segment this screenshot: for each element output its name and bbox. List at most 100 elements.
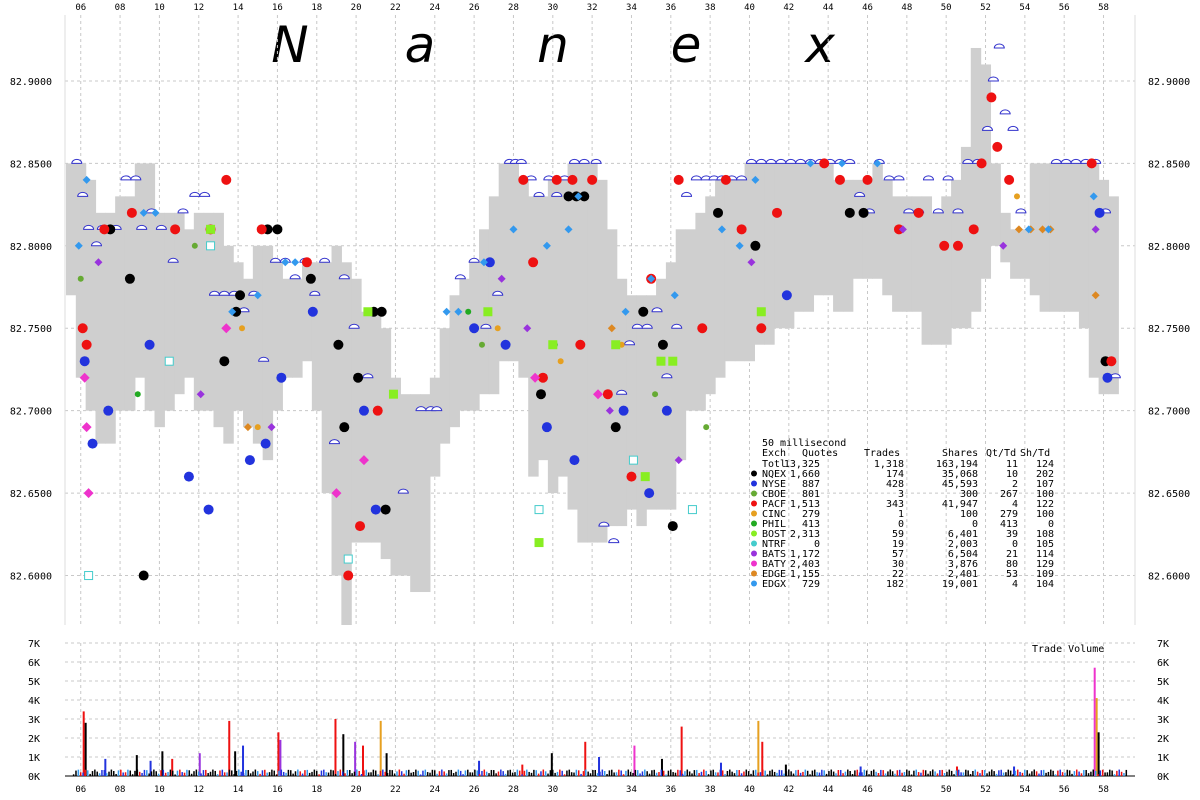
volume-bar (761, 741, 764, 776)
volume-bar (891, 771, 894, 776)
stats-quotes: 801 (802, 489, 820, 500)
volume-bar (82, 711, 85, 776)
trade-marker-bost (483, 307, 493, 317)
volume-bar (1083, 770, 1085, 776)
volume-bar (282, 771, 285, 776)
volume-bar (207, 773, 209, 776)
volume-bar (320, 770, 323, 776)
volume-bar (559, 769, 561, 776)
volume-bar (667, 770, 670, 776)
volume-bar (115, 773, 117, 776)
trade-marker-baty (221, 323, 232, 334)
volume-bar (294, 771, 297, 776)
volume-bar (998, 770, 1000, 776)
trade-marker-edgx (1024, 225, 1033, 234)
volume-bar (384, 771, 386, 776)
volume-bar (550, 753, 553, 776)
volume-bar (1085, 769, 1087, 776)
volume-bar (521, 774, 523, 776)
trade-marker-nqex (579, 191, 590, 202)
volume-bar (370, 772, 372, 776)
volume-bar (889, 769, 892, 776)
volume-bar (646, 771, 648, 776)
quote-marker (952, 208, 964, 214)
trade-marker-pacf (587, 174, 598, 185)
volume-bar (1012, 774, 1014, 776)
trade-marker-nqex (563, 191, 574, 202)
volume-bar (485, 771, 488, 776)
volume-bar (537, 773, 540, 776)
trade-marker-nqex (219, 356, 230, 367)
trade-marker-baty (81, 422, 92, 433)
range-bar (370, 311, 382, 543)
trade-marker-ntrf (628, 455, 638, 465)
volume-bar (124, 772, 127, 776)
volume-bar (365, 769, 368, 776)
volume-bar (856, 769, 858, 776)
stats-header: Exch (762, 448, 786, 459)
volume-bar (438, 771, 441, 776)
volume-bar (932, 769, 934, 776)
volume-bar (311, 771, 313, 776)
volume-bar (884, 773, 887, 776)
x-tick-label-bottom: 34 (626, 785, 637, 795)
trade-marker-baty (358, 455, 369, 466)
volume-bar (146, 770, 148, 776)
volume-bar (1009, 770, 1012, 776)
quote-marker (661, 373, 673, 379)
volume-bar (705, 770, 707, 776)
x-tick-label-bottom: 14 (233, 785, 244, 795)
volume-bar (979, 773, 981, 776)
stats-legend-swatch (751, 550, 757, 557)
volume-bar (424, 769, 427, 776)
volume-bar (247, 770, 250, 776)
stats-sh-td: 0 (1048, 519, 1054, 530)
volume-bar (894, 773, 896, 776)
range-bar (538, 196, 549, 461)
y-tick-label-right: 82.7000 (1148, 407, 1190, 418)
trade-marker-pacf (256, 224, 267, 235)
range-bar (498, 163, 510, 362)
volume-bar (784, 764, 787, 776)
volume-bar (939, 770, 941, 776)
volume-bar (764, 770, 766, 776)
trade-marker-bost (640, 472, 650, 482)
volume-bar (598, 757, 601, 776)
trade-marker-nyse (260, 438, 271, 449)
stats-legend-swatch (751, 540, 757, 547)
volume-bar (584, 741, 587, 776)
volume-bar (575, 769, 578, 776)
volume-bar (356, 769, 358, 776)
volume-bar (714, 772, 717, 776)
trade-marker-bats (674, 456, 683, 465)
x-tick-label-bottom: 40 (744, 785, 755, 795)
quote-marker (932, 208, 944, 214)
range-bar (439, 328, 451, 444)
volume-bar (1038, 773, 1040, 776)
range-bar (1069, 163, 1080, 312)
trade-marker-nyse (469, 323, 480, 334)
volume-bar (238, 769, 240, 776)
volume-bar (84, 722, 87, 776)
trade-marker-bats (523, 324, 532, 333)
quote-marker (608, 538, 620, 544)
volume-bar (1002, 772, 1005, 776)
trade-marker-nyse (644, 488, 655, 499)
range-bar (774, 163, 785, 329)
stats-shares: 35,068 (942, 469, 978, 480)
volume-bar (75, 770, 77, 776)
x-tick-label-top: 42 (783, 3, 794, 13)
volume-bar (1104, 772, 1106, 776)
volume-bar (636, 770, 639, 776)
volume-bar (672, 772, 674, 776)
volume-bar (677, 769, 679, 776)
volume-tick-label-right: 2K (1157, 734, 1169, 745)
volume-bar (967, 770, 969, 776)
trade-marker-pacf (913, 207, 924, 218)
volume-bar (299, 771, 301, 776)
trade-marker-nyse (144, 339, 155, 350)
volume-bar (197, 771, 200, 776)
volume-bar (1125, 769, 1128, 776)
volume-bar (488, 773, 490, 776)
stats-shares: 2,401 (948, 569, 978, 580)
